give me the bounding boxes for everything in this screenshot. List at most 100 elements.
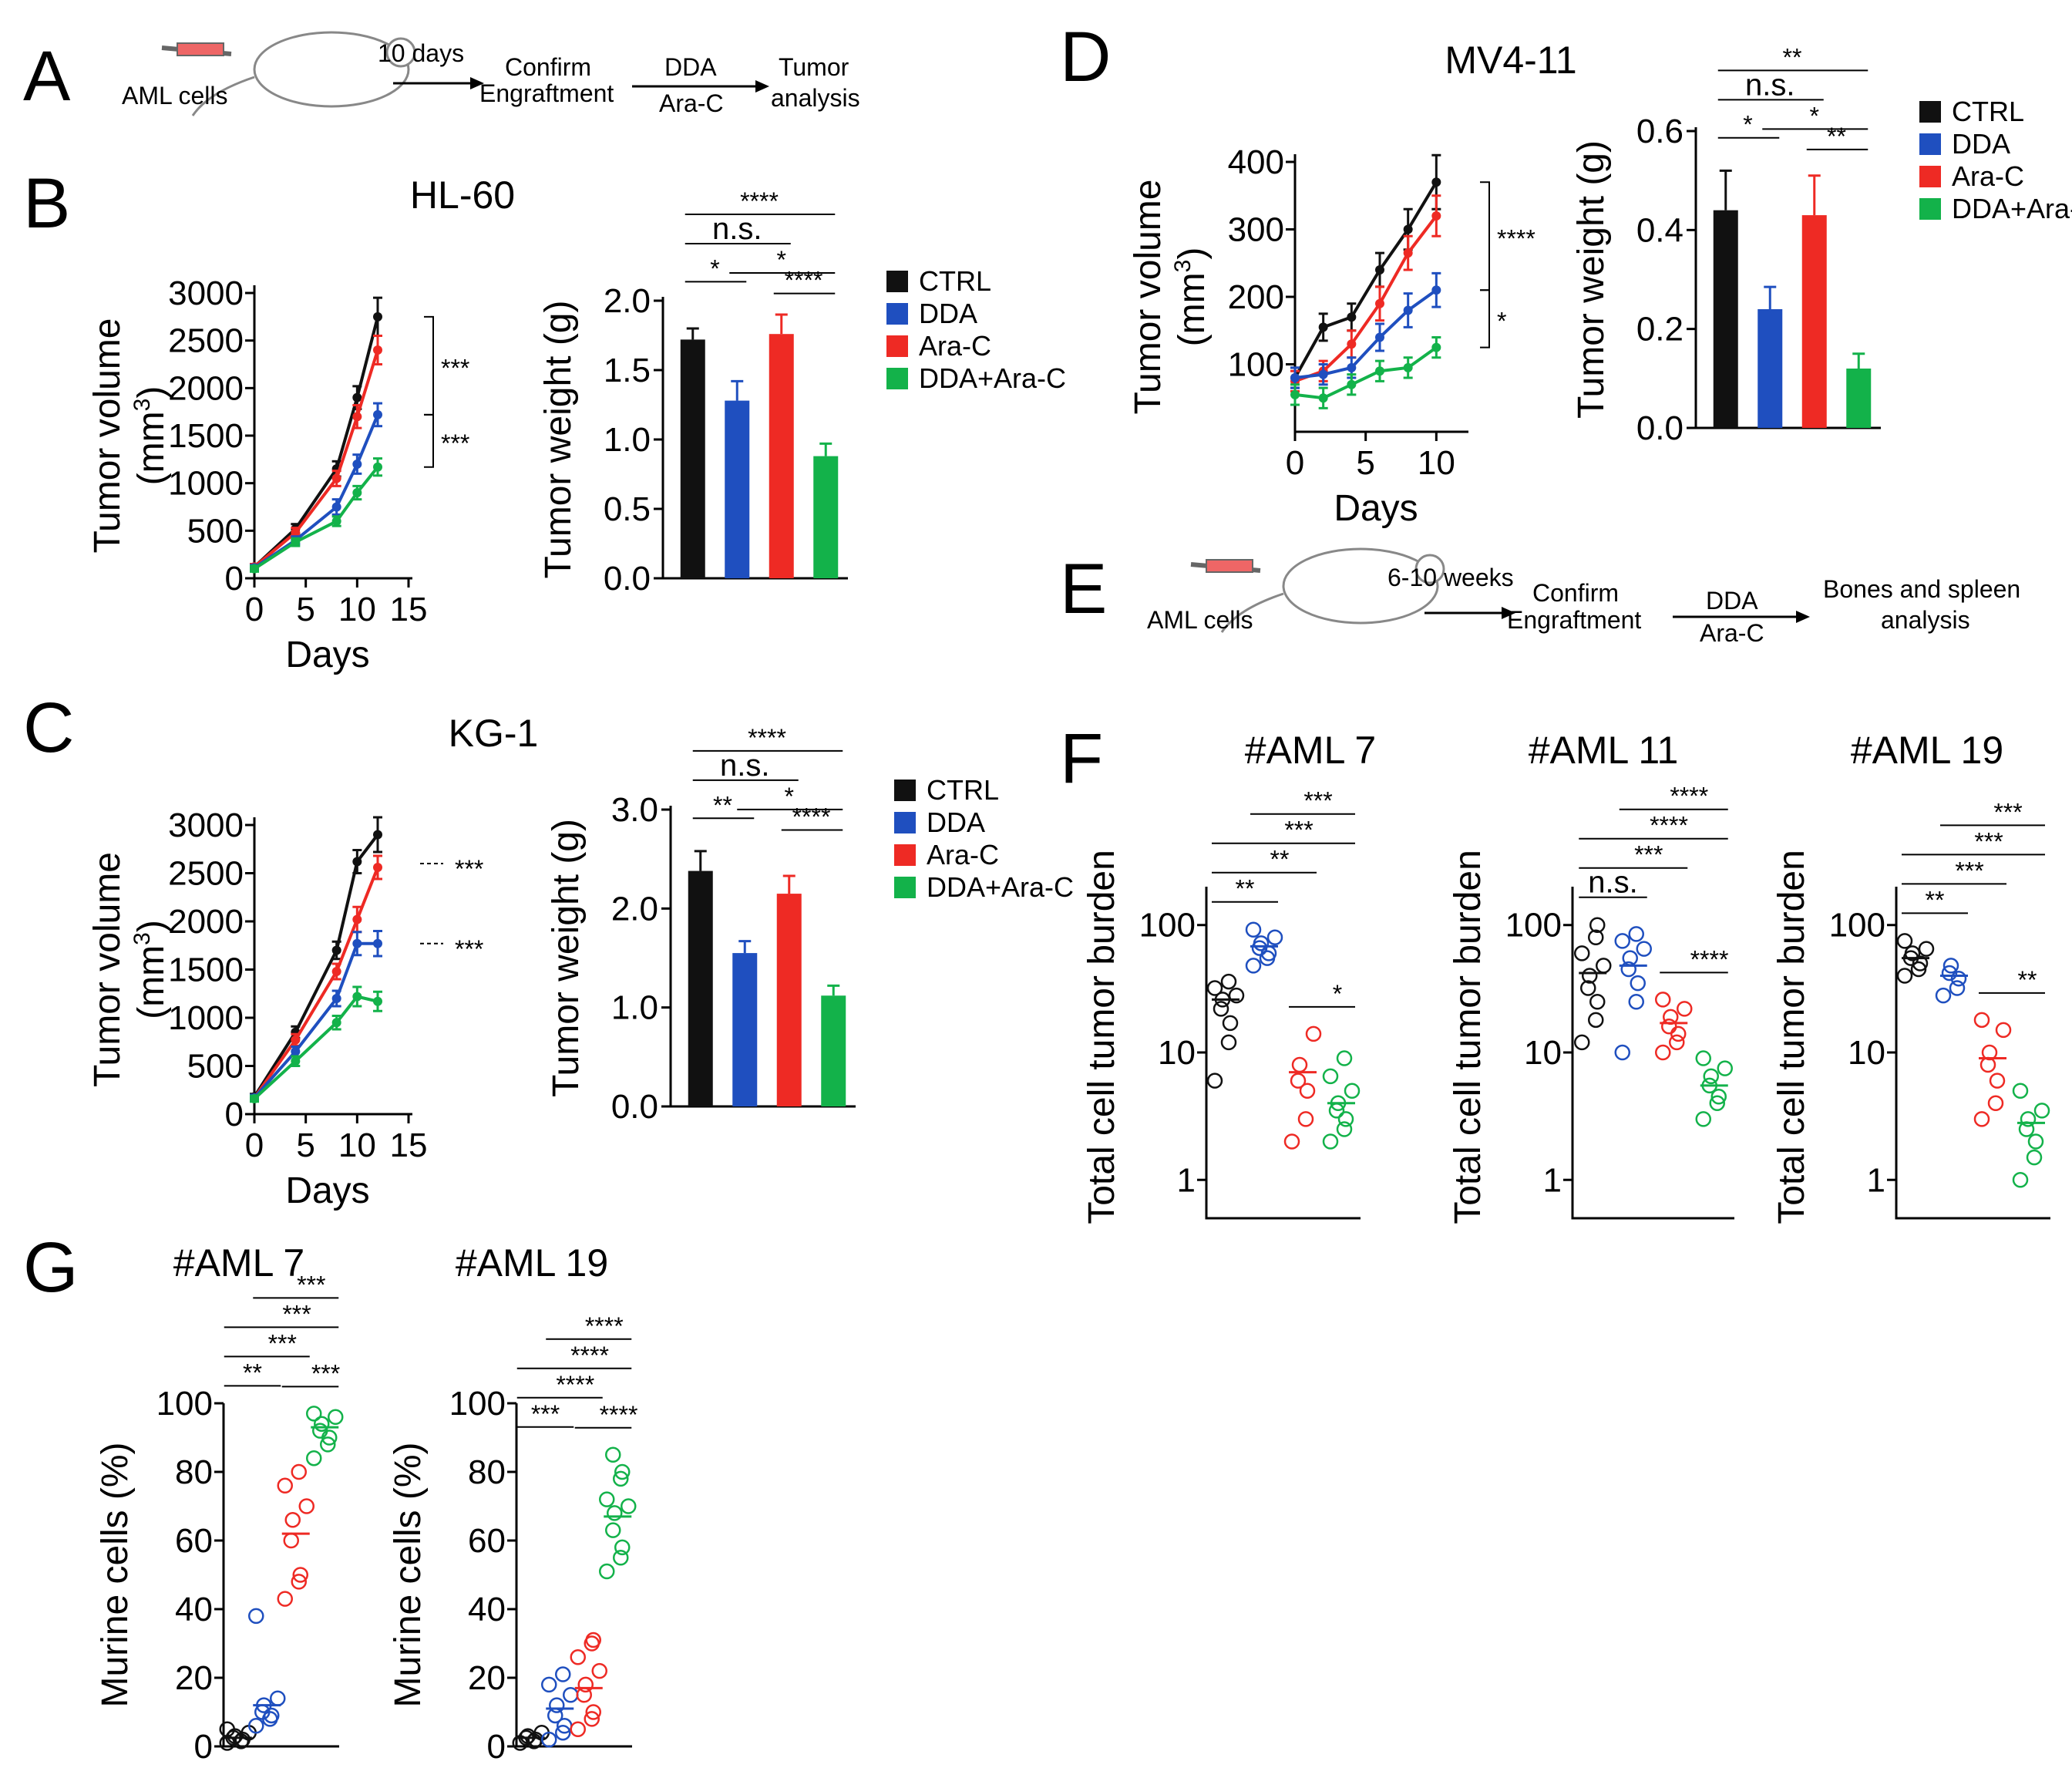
data-point	[1620, 961, 1636, 978]
axis-lines	[515, 1403, 632, 1748]
y-tick-label: 1	[1867, 1161, 1885, 1199]
units-superscript: 3	[1170, 260, 1196, 273]
data-point	[614, 1463, 631, 1480]
bar	[1846, 369, 1872, 428]
data-point	[1213, 1001, 1229, 1017]
data-point	[1910, 961, 1927, 978]
y-tick-label: 2000	[168, 369, 244, 407]
y-axis-label-units: (mm3)	[1170, 248, 1213, 347]
y-tick-label: 20	[175, 1659, 213, 1697]
schematic-a-drug-bottom: Ara-C	[659, 89, 724, 117]
y-tick-label: 2000	[168, 903, 244, 941]
axis-lines	[1205, 887, 1361, 1220]
legend-entry: Ara-C	[927, 839, 999, 870]
y-tick-label: 1.0	[611, 989, 658, 1027]
schematic-a-time: 10 days	[378, 39, 464, 67]
y-tick-label: 40	[468, 1591, 506, 1628]
x-tick-label: 5	[296, 591, 314, 628]
y-axis-label-units: (mm3)	[130, 386, 172, 486]
units-close: )	[1172, 248, 1213, 260]
data-point	[331, 517, 341, 526]
bar	[769, 334, 794, 578]
data-point	[373, 996, 382, 1006]
y-axis-label: Tumor weight (g)	[538, 301, 579, 579]
bar	[732, 953, 758, 1106]
data-point	[1347, 379, 1357, 389]
data-point	[607, 1505, 623, 1521]
data-point	[1297, 1111, 1314, 1127]
data-point	[331, 473, 341, 483]
y-tick-label: 200	[1228, 278, 1284, 316]
y-tick-label: 60	[468, 1522, 506, 1560]
significance-label: ***	[441, 354, 469, 382]
y-axis-label: Total cell tumor burden	[1448, 850, 1488, 1224]
data-point	[1628, 926, 1644, 942]
data-point	[1403, 224, 1413, 234]
data-point	[1290, 389, 1300, 399]
data-point	[1614, 933, 1630, 949]
data-point	[352, 992, 362, 1002]
significance-label: ****	[556, 1371, 594, 1399]
y-tick-label: 100	[1139, 907, 1196, 945]
y-tick-label: 500	[187, 512, 244, 550]
data-point	[291, 1056, 301, 1066]
schematic-a-step1-line2: Engraftment	[479, 79, 614, 107]
y-tick-label: 1.0	[604, 421, 651, 459]
data-point	[2012, 1172, 2029, 1188]
legend-swatch	[1919, 133, 1941, 155]
data-point	[328, 1409, 344, 1426]
significance-label: ****	[1670, 783, 1708, 810]
bar	[1758, 309, 1783, 428]
y-tick-label: 0	[225, 560, 244, 598]
legend-entry: DDA+Ara-C	[919, 362, 1066, 394]
data-point	[1661, 1019, 1677, 1035]
legend-swatch	[1919, 198, 1941, 220]
y-tick-label: 2.0	[611, 890, 658, 928]
schematic-e-step1-line2: Engraftment	[1507, 606, 1641, 634]
significance-label: ***	[455, 855, 483, 883]
annotation-bracket	[424, 315, 434, 416]
data-point	[219, 1721, 235, 1737]
y-tick-label: 0.2	[1636, 311, 1684, 349]
data-point	[2020, 1111, 2037, 1127]
y-tick-label: 0	[487, 1728, 506, 1766]
significance-label: **	[2018, 966, 2037, 994]
data-point	[577, 1676, 594, 1693]
y-tick-label: 3000	[168, 274, 244, 312]
units-close: )	[131, 920, 172, 932]
significance-label: ***	[1303, 787, 1332, 815]
data-point	[1375, 332, 1384, 342]
data-point	[352, 857, 362, 867]
schematic-e-step2-line1: Bones and spleen	[1823, 575, 2020, 603]
data-point	[270, 1690, 286, 1706]
data-point	[1322, 1068, 1339, 1085]
data-point	[555, 1666, 571, 1682]
x-tick-label: 5	[296, 1126, 314, 1164]
data-point	[1896, 968, 1913, 984]
y-tick-label: 300	[1228, 211, 1284, 249]
data-point	[563, 1687, 579, 1703]
axis-lines	[1571, 887, 1734, 1220]
schematic-e-time: 6-10 weeks	[1388, 564, 1514, 591]
y-tick-label: 0.6	[1636, 113, 1684, 150]
data-point	[1336, 1050, 1353, 1066]
data-point	[1305, 1025, 1322, 1042]
data-point	[1220, 1034, 1237, 1051]
data-point	[605, 1522, 621, 1538]
data-point	[555, 1724, 571, 1741]
arrow-icon	[1424, 607, 1515, 619]
data-point	[585, 1632, 601, 1648]
schematic-a-step2-line1: Tumor	[779, 53, 849, 81]
data-point	[570, 1649, 586, 1665]
y-tick-label: 40	[175, 1591, 213, 1628]
data-point	[264, 1707, 280, 1724]
series-line	[1294, 345, 1438, 400]
data-point	[1655, 1044, 1671, 1061]
data-point	[1318, 369, 1328, 379]
